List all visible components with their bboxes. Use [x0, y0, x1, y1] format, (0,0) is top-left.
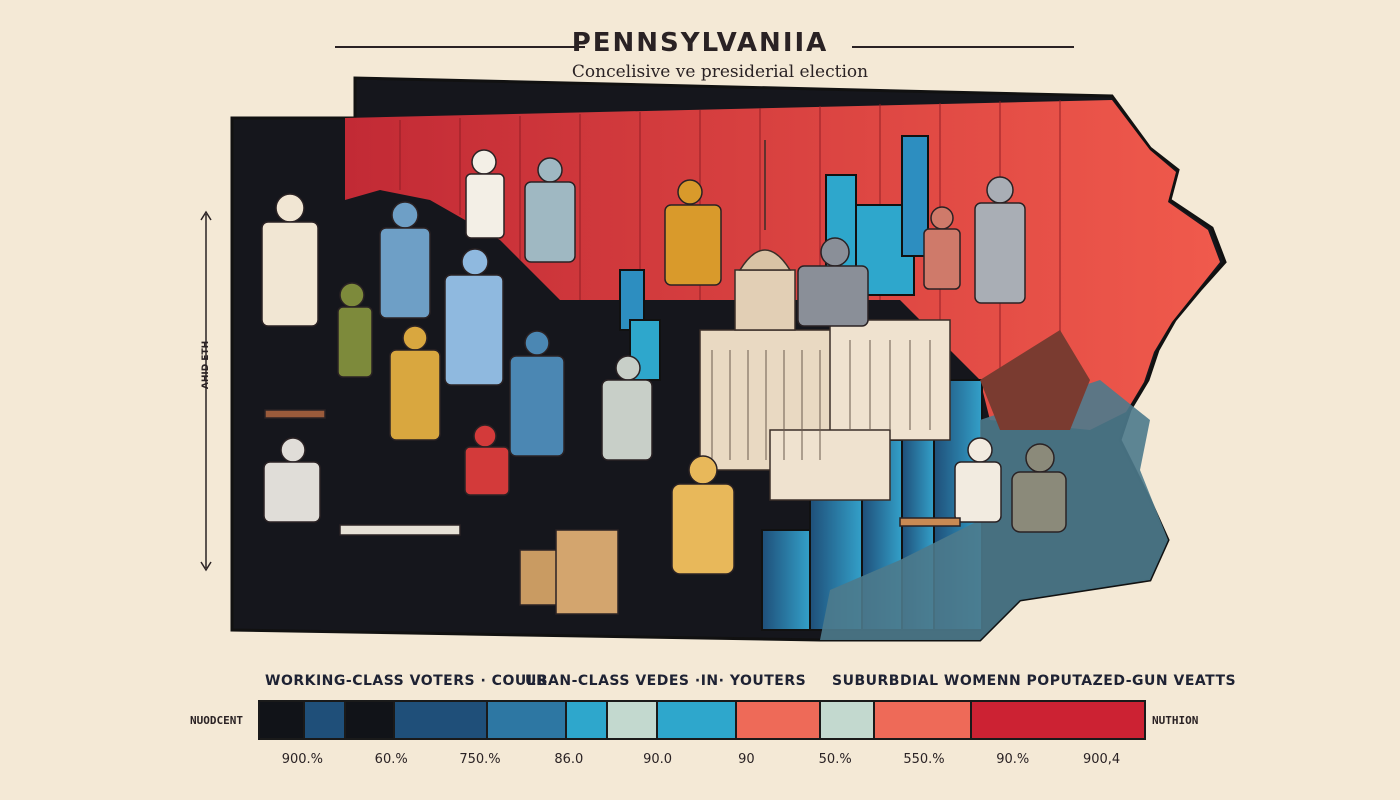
page-title: PENNSYLVANIIA	[571, 28, 829, 58]
legend-tick-label: 900,4	[1082, 752, 1121, 767]
legend-segment	[305, 702, 346, 738]
legend-tick-label: 550.%	[903, 752, 945, 767]
legend-tick-label: 90	[738, 752, 755, 767]
legend-segment	[874, 702, 972, 738]
vertical-axis-arrow	[200, 210, 212, 572]
legend-tick-label: 86.0	[554, 752, 584, 767]
legend-segment	[608, 702, 658, 738]
title-rule-right	[852, 46, 1074, 48]
legend-tick-label: 50.%	[818, 752, 852, 767]
category-label-working-class: WORKING-CLASS VOTERS · COULR	[265, 673, 548, 689]
legend-segment	[567, 702, 609, 738]
legend-color-bar	[258, 700, 1146, 740]
legend-segment	[821, 702, 875, 738]
legend-segment	[657, 702, 738, 738]
legend-right-label: NUTHION	[1152, 714, 1199, 727]
legend-tick-label: 900.%	[281, 752, 324, 767]
legend-segment	[260, 702, 306, 738]
capitol-building	[699, 140, 951, 501]
legend-tick-label: 90.%	[996, 752, 1030, 767]
legend-segment	[345, 702, 396, 738]
page-subtitle: Concelisive ve presiderial election	[571, 62, 869, 82]
legend-tick-label: 90.0	[643, 752, 673, 767]
legend-tick-label: 750.%	[459, 752, 501, 767]
props	[264, 409, 961, 615]
legend-segment	[971, 702, 1144, 738]
legend-segment	[737, 702, 822, 738]
legend-tick-label: 60.%	[374, 752, 408, 767]
crowd-figures	[261, 149, 1067, 575]
legend-left-label: NUODCENT	[190, 714, 243, 727]
legend-ticks: 900.% 60.% 750.% 86.0 90.0 90 50.% 550.% 90.% 900…	[258, 752, 1146, 772]
category-label-suburban-women: SUBURBDIAL WOMENN POPUTAZED-GUN VEATTS	[832, 673, 1237, 689]
title-rule-left	[335, 46, 585, 48]
legend-segment	[395, 702, 488, 738]
legend-segment	[487, 702, 568, 738]
category-label-urban-class: UBAN-CLASS VEDES ·IN· YOUTERS	[525, 673, 807, 689]
